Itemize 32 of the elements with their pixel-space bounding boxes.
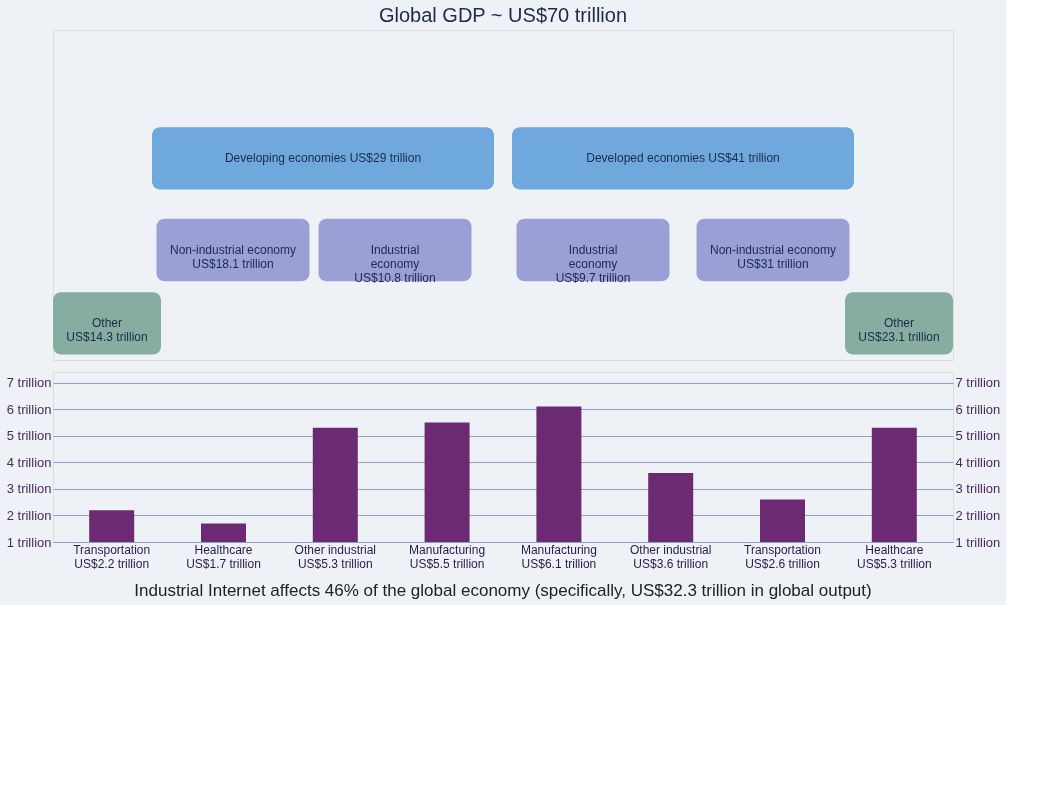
y-tick-label: 5 trillion	[6, 428, 52, 444]
y2-tick-label: 1 trillion	[955, 534, 1001, 550]
y-tick-label: 2 trillion	[6, 507, 52, 523]
text: Other US$23.1 trillion	[858, 316, 940, 345]
x-tick-label: Other industrial US$3.6 trillion	[630, 542, 712, 571]
x-tick-label: Manufacturing US$6.1 trillion	[520, 542, 597, 571]
x-tick-label: Healthcare US$1.7 trillion	[186, 542, 261, 571]
x-tick-label: Healthcare US$5.3 trillion	[856, 542, 932, 571]
text: Global GDP ~ US$70 trillion	[378, 4, 628, 26]
y2-tick-label: 5 trillion	[955, 428, 1001, 444]
y2-tick-label: 3 trillion	[955, 481, 1001, 497]
x-tick-label: Transportation US$2.6 trillion	[744, 542, 821, 571]
text: Other US$14.3 trillion	[66, 316, 148, 345]
text: Non-industrial economy US$18.1 trillion	[169, 243, 297, 271]
y-tick-label: 4 trillion	[6, 454, 52, 470]
text: Developed economies US$41 trillion	[586, 151, 780, 166]
x-tick-label: Transportation US$2.2 trillion	[73, 542, 151, 571]
y-tick-label: 1 trillion	[6, 534, 52, 550]
y-tick-label: 7 trillion	[6, 375, 52, 391]
y-tick-label: 6 trillion	[6, 401, 52, 417]
y2-tick-label: 7 trillion	[955, 375, 1001, 391]
text: Developing economies US$29 trillion	[224, 151, 422, 166]
text: Industrial Internet affects 46% of the global economy (specifically, US$32.3 trillion in global output)	[134, 581, 872, 600]
x-tick-label: Manufacturing US$5.5 trillion	[409, 542, 486, 571]
y2-tick-label: 6 trillion	[955, 401, 1001, 417]
y2-tick-label: 2 trillion	[955, 507, 1001, 523]
text: Industrial economy US$9.7 trillion	[555, 243, 631, 285]
y-tick-label: 3 trillion	[6, 481, 52, 497]
x-tick-label: Other industrial US$5.3 trillion	[294, 542, 376, 571]
text: Industrial economy US$10.8 trillion	[354, 243, 436, 285]
text: Non-industrial economy US$31 trillion	[709, 243, 837, 271]
y2-tick-label: 4 trillion	[955, 454, 1001, 470]
